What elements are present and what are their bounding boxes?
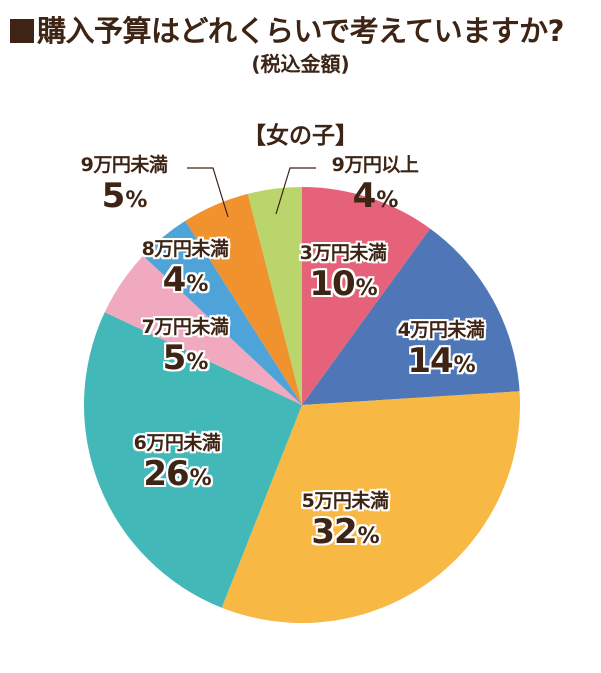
slice-label-9man-under: 9万円未満 5% bbox=[54, 154, 194, 216]
chart-title: 購入予算はどれくらいで考えていますか? bbox=[10, 8, 565, 50]
slice-label-5man: 5万円未満 32% bbox=[280, 490, 410, 552]
slice-label-6man: 6万円未満 26% bbox=[112, 432, 242, 494]
slice-label-name: 9万円以上 bbox=[331, 154, 419, 176]
slice-label-name: 8万円未満 bbox=[141, 238, 229, 260]
slice-label-value: 5% bbox=[162, 338, 209, 378]
pie-slice bbox=[143, 220, 302, 405]
slice-label-name: 4万円未満 bbox=[397, 319, 485, 341]
slice-label-value: 32% bbox=[311, 512, 379, 552]
square-bullet-icon bbox=[10, 19, 34, 43]
slice-label-8man: 8万円未満 4% bbox=[120, 238, 250, 300]
slice-label-value: 10% bbox=[309, 264, 377, 304]
leader-line-9man-under bbox=[187, 167, 229, 218]
pie-slice bbox=[302, 187, 431, 405]
pie-slice bbox=[221, 391, 520, 623]
slice-label-value: 26% bbox=[143, 454, 211, 494]
slice-label-value: 14% bbox=[407, 341, 475, 381]
slice-label-name: 7万円未満 bbox=[141, 316, 229, 338]
slice-label-value: 4% bbox=[352, 176, 399, 216]
pie-slice bbox=[84, 312, 302, 608]
slice-label-name: 9万円未満 bbox=[80, 154, 168, 176]
slice-label-value: 5% bbox=[101, 176, 148, 216]
slice-label-name: 6万円未満 bbox=[133, 432, 221, 454]
slice-label-4man: 4万円未満 14% bbox=[376, 319, 506, 381]
pie-slices bbox=[84, 187, 520, 623]
slice-label-name: 3万円未満 bbox=[299, 242, 387, 264]
slice-label-value: 4% bbox=[162, 260, 209, 300]
pie-slice bbox=[104, 255, 302, 405]
pie-slice bbox=[247, 187, 302, 405]
pie-slice bbox=[185, 193, 302, 405]
leader-line-9man-over bbox=[275, 167, 316, 215]
pie-slice bbox=[302, 228, 520, 405]
slice-label-9man-over: 9万円以上 4% bbox=[310, 154, 440, 216]
slice-label-name: 5万円未満 bbox=[301, 490, 389, 512]
slice-label-7man: 7万円未満 5% bbox=[120, 316, 250, 378]
chart-subtitle: (税込金額) bbox=[251, 52, 350, 76]
slice-label-3man: 3万円未満 10% bbox=[278, 242, 408, 304]
group-label: 【女の子】 bbox=[243, 123, 358, 149]
chart-title-text: 購入予算はどれくらいで考えていますか? bbox=[37, 14, 565, 48]
